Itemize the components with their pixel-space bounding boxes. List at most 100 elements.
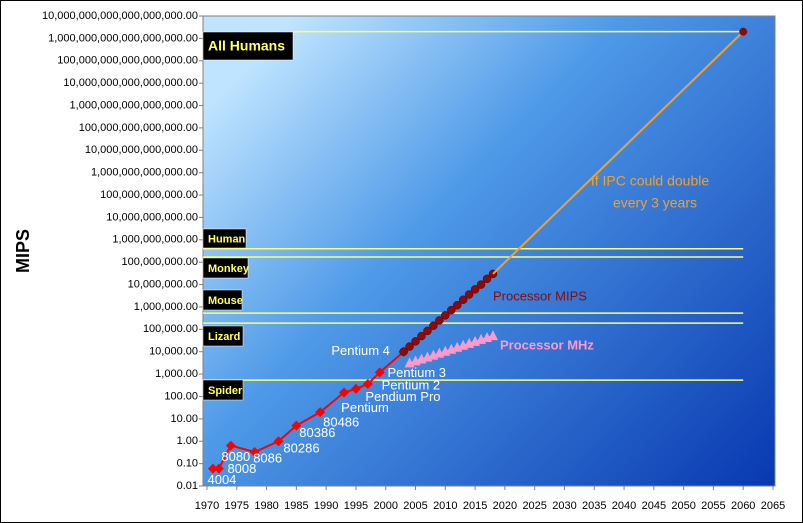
point-label: 80486	[323, 415, 359, 430]
x-tick-label: 2065	[761, 500, 785, 512]
reference-label-box	[202, 325, 244, 347]
x-tick-label: 2035	[582, 500, 606, 512]
y-tick-label: 1,000,000,000.00	[112, 234, 198, 246]
triangle-point	[487, 330, 498, 341]
y-tick-label: 100,000,000,000,000.00	[79, 122, 198, 134]
y-tick-label: 1,000,000,000,000,000.00	[70, 99, 198, 111]
y-tick-label: 10,000,000.00	[128, 278, 198, 290]
reference-label-box	[202, 379, 244, 401]
end-point	[739, 27, 748, 36]
x-tick-label: 2005	[403, 500, 427, 512]
x-tick-label: 2015	[463, 500, 487, 512]
circle-point	[447, 305, 456, 315]
circle-point	[411, 337, 420, 346]
x-tick-label: 2045	[642, 500, 666, 512]
diamond-point	[213, 463, 224, 474]
circle-point	[470, 285, 480, 294]
annotation: every 3 years	[613, 195, 697, 211]
point-label: 8008	[227, 461, 256, 476]
diamond-point	[350, 383, 361, 394]
y-tick-label: 1,000,000,000,000.00	[91, 167, 198, 179]
y-tick-label: 1,000.00	[155, 368, 198, 380]
circle-point	[476, 280, 486, 289]
y-tick-label: 1,000,000.00	[134, 301, 198, 313]
reference-label: Human	[208, 233, 246, 245]
reference-label: Spider	[208, 385, 243, 397]
diamond-point	[291, 420, 302, 431]
y-tick-label: 10,000,000,000,000,000.00	[63, 77, 198, 89]
diamond-point	[374, 367, 385, 378]
diamond-point	[273, 436, 284, 447]
x-tick-label: 2000	[373, 500, 397, 512]
x-tick-label: 1980	[254, 500, 278, 512]
x-tick-label: 2050	[671, 500, 695, 512]
x-tick-label: 1990	[314, 500, 338, 512]
point-label: Pendium Pro	[365, 389, 440, 404]
reference-label: Mouse	[208, 295, 243, 307]
y-tick-label: 1,000,000,000,000,000,000.00	[48, 32, 198, 44]
y-tick-label: 10,000,000,000,000.00	[85, 144, 198, 156]
point-label: Pentium 4	[331, 343, 390, 358]
series-label: Processor MHz	[500, 337, 594, 352]
reference-label: Monkey	[208, 263, 250, 275]
point-label: 8086	[253, 450, 282, 465]
y-tick-label: 10.00	[170, 413, 198, 425]
circle-point	[452, 300, 462, 310]
y-tick-label: 10,000,000,000,000,000,000.00	[42, 10, 198, 22]
x-tick-label: 2055	[701, 500, 725, 512]
y-tick-label: 100,000,000,000,000,000.00	[57, 55, 198, 67]
x-tick-label: 1975	[225, 500, 249, 512]
circle-point	[417, 331, 426, 341]
circle-point	[482, 274, 492, 284]
x-tick-label: 1985	[284, 500, 308, 512]
point-label: Pentium 2	[382, 377, 441, 392]
circle-point	[429, 321, 438, 330]
reference-label-box	[202, 289, 243, 311]
point-label: 8080	[221, 449, 250, 464]
diamond-point	[315, 407, 326, 418]
point-label: 4004	[207, 472, 236, 487]
y-tick-label: 100.00	[164, 390, 198, 402]
circle-point	[405, 342, 414, 351]
x-tick-label: 2020	[493, 500, 517, 512]
series-label: Processor MIPS	[493, 288, 587, 303]
y-axis-title: MIPS	[13, 229, 33, 273]
diamond-point	[207, 463, 218, 474]
plot-area	[202, 15, 776, 487]
point-label: Pentium 3	[388, 365, 447, 380]
x-tick-label: 2025	[522, 500, 546, 512]
circle-point	[458, 295, 468, 304]
reference-label: All Humans	[208, 38, 285, 54]
circle-point	[441, 311, 450, 320]
diamond-point	[339, 387, 350, 398]
y-tick-label: 10,000.00	[149, 346, 198, 358]
diamond-point	[225, 440, 236, 451]
reference-label-box	[202, 257, 249, 279]
diamond-point	[249, 447, 260, 458]
series-line	[492, 30, 744, 275]
reference-label-box	[202, 31, 294, 61]
y-tick-label: 100,000.00	[143, 323, 198, 335]
x-tick-label: 1995	[344, 500, 368, 512]
diamond-point	[362, 379, 373, 390]
circle-point	[464, 290, 474, 299]
reference-label-box	[202, 228, 247, 249]
point-label: Pentium	[341, 400, 389, 415]
annotation: If IPC could double	[591, 173, 710, 189]
x-tick-label: 2060	[731, 500, 755, 512]
y-tick-label: 100,000,000,000.00	[100, 189, 198, 201]
y-tick-label: 100,000,000.00	[122, 256, 198, 268]
x-tick-label: 2030	[552, 500, 576, 512]
circle-point	[399, 347, 408, 356]
point-label: 80386	[299, 425, 335, 440]
circle-point	[423, 326, 432, 336]
point-label: 80286	[283, 441, 319, 456]
x-tick-label: 2040	[612, 500, 636, 512]
y-tick-label: 0.10	[177, 458, 198, 470]
circle-point	[435, 316, 444, 325]
y-tick-label: 0.01	[177, 480, 198, 492]
y-tick-label: 10,000,000,000.00	[106, 211, 198, 223]
y-tick-label: 1.00	[177, 435, 198, 447]
x-tick-label: 1970	[195, 500, 219, 512]
